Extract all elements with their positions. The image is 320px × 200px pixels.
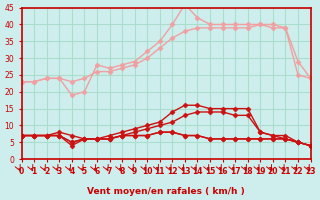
X-axis label: Vent moyen/en rafales ( km/h ): Vent moyen/en rafales ( km/h ) xyxy=(87,187,245,196)
